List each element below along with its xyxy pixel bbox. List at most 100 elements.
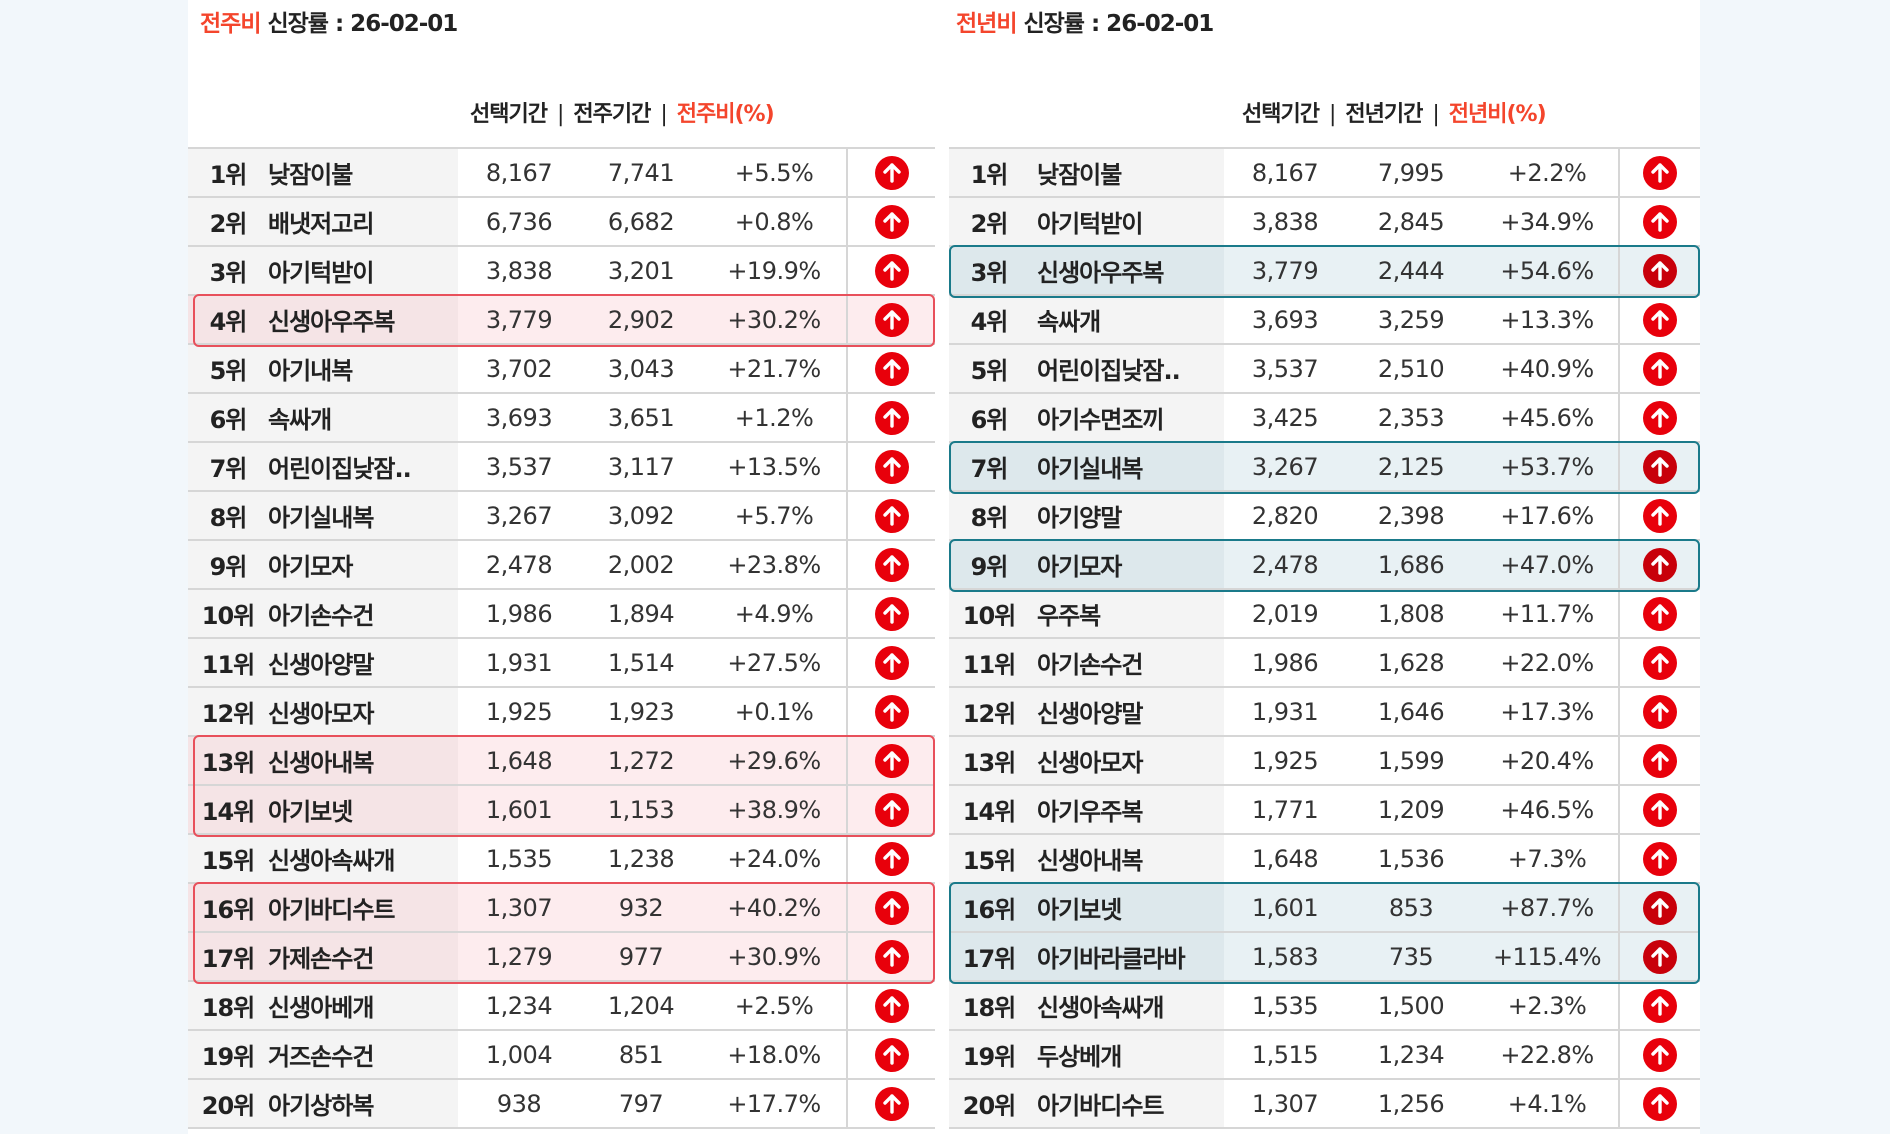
table-row[interactable]: 13위 신생아내복 1,648 1,272 +29.6% [188, 737, 935, 786]
rank-label: 19위 [201, 1043, 255, 1071]
product-cell: 14위 아기우주복 [949, 786, 1224, 833]
rank-label: 1위 [209, 161, 248, 189]
compare-period-value: 735 [1388, 942, 1434, 971]
table-row[interactable]: 6위 속싸개 3,693 3,651 +1.2% [188, 394, 935, 443]
product-cell: 18위 신생아베개 [188, 982, 458, 1029]
growth-ratio-value: +22.0% [1500, 648, 1594, 677]
table-row[interactable]: 2위 아기턱받이 3,838 2,845 +34.9% [949, 198, 1700, 247]
table-row[interactable]: 2위 배냇저고리 6,736 6,682 +0.8% [188, 198, 935, 247]
table-row[interactable]: 18위 신생아속싸개 1,535 1,500 +2.3% [949, 982, 1700, 1031]
table-row[interactable]: 16위 아기보넷 1,601 853 +87.7% [949, 884, 1700, 933]
table-row[interactable]: 3위 아기턱받이 3,838 3,201 +19.9% [188, 247, 935, 296]
yearly-title-text: 신장률 : 26-02-01 [1016, 11, 1214, 37]
growth-ratio-value: +29.6% [727, 746, 821, 775]
selected-period-value: 3,267 [485, 501, 553, 530]
table-row[interactable]: 20위 아기바디수트 1,307 1,256 +4.1% [949, 1080, 1700, 1129]
table-row[interactable]: 8위 아기양말 2,820 2,398 +17.6% [949, 492, 1700, 541]
table-row[interactable]: 15위 신생아내복 1,648 1,536 +7.3% [949, 835, 1700, 884]
selected-period-value: 1,307 [1251, 1089, 1319, 1118]
table-row[interactable]: 8위 아기실내복 3,267 3,092 +5.7% [188, 492, 935, 541]
table-row[interactable]: 1위 낮잠이불 8,167 7,741 +5.5% [188, 149, 935, 198]
table-row[interactable]: 9위 아기모자 2,478 1,686 +47.0% [949, 541, 1700, 590]
selected-period-value: 1,535 [485, 844, 553, 873]
table-row[interactable]: 10위 아기손수건 1,986 1,894 +4.9% [188, 590, 935, 639]
selected-period-value: 1,535 [1251, 991, 1319, 1020]
table-row[interactable]: 14위 아기보넷 1,601 1,153 +38.9% [188, 786, 935, 835]
arrow-up-icon [874, 1037, 909, 1072]
table-row[interactable]: 5위 어린이집낮잠.. 3,537 2,510 +40.9% [949, 345, 1700, 394]
table-row[interactable]: 1위 낮잠이불 8,167 7,995 +2.2% [949, 149, 1700, 198]
rank-label: 19위 [962, 1043, 1016, 1071]
trend-cell [846, 492, 935, 539]
trend-cell [846, 443, 935, 490]
table-row[interactable]: 12위 신생아양말 1,931 1,646 +17.3% [949, 688, 1700, 737]
rank-label: 5위 [209, 357, 248, 385]
product-name: 아기턱받이 [1037, 210, 1143, 238]
trend-cell [1618, 884, 1700, 931]
rank-label: 12위 [201, 700, 255, 728]
trend-cell [846, 1080, 935, 1127]
rank-label: 20위 [201, 1092, 255, 1120]
compare-period-value: 1,599 [1377, 746, 1445, 775]
trend-cell [1618, 296, 1700, 343]
growth-ratio-value: +27.5% [727, 648, 821, 677]
arrow-up-icon [1643, 449, 1677, 484]
table-row[interactable]: 14위 아기우주복 1,771 1,209 +46.5% [949, 786, 1700, 835]
rank-label: 10위 [201, 602, 255, 630]
arrow-up-icon [1643, 841, 1677, 876]
table-row[interactable]: 9위 아기모자 2,478 2,002 +23.8% [188, 541, 935, 590]
table-row[interactable]: 16위 아기바디수트 1,307 932 +40.2% [188, 884, 935, 933]
table-row[interactable]: 4위 신생아우주복 3,779 2,902 +30.2% [188, 296, 935, 345]
arrow-up-icon [874, 841, 909, 876]
table-row[interactable]: 7위 어린이집낮잠.. 3,537 3,117 +13.5% [188, 443, 935, 492]
product-cell: 8위 아기양말 [949, 492, 1224, 539]
product-name: 신생아우주복 [1037, 259, 1164, 287]
compare-period-value: 2,125 [1377, 452, 1445, 481]
table-row[interactable]: 15위 신생아속싸개 1,535 1,238 +24.0% [188, 835, 935, 884]
selected-period-value: 1,931 [485, 648, 553, 677]
product-cell: 2위 배냇저고리 [188, 198, 458, 245]
arrow-up-icon [874, 547, 909, 582]
trend-cell [1618, 1031, 1700, 1078]
product-name: 신생아속싸개 [268, 847, 395, 875]
separator: | [556, 102, 564, 127]
product-name: 속싸개 [1037, 308, 1101, 336]
product-cell: 14위 아기보넷 [188, 786, 458, 833]
selected-period-value: 3,838 [485, 256, 553, 285]
col-selected-period: 선택기간 [470, 102, 548, 127]
selected-period-value: 1,601 [1251, 893, 1319, 922]
selected-period-value: 3,779 [485, 305, 553, 334]
table-row[interactable]: 3위 신생아우주복 3,779 2,444 +54.6% [949, 247, 1700, 296]
arrow-up-icon [1643, 302, 1677, 337]
trend-cell [1618, 933, 1700, 980]
table-row[interactable]: 18위 신생아베개 1,234 1,204 +2.5% [188, 982, 935, 1031]
selected-period-value: 8,167 [1251, 158, 1319, 187]
table-row[interactable]: 7위 아기실내복 3,267 2,125 +53.7% [949, 443, 1700, 492]
arrow-up-icon [874, 743, 909, 778]
table-row[interactable]: 20위 아기상하복 938 797 +17.7% [188, 1080, 935, 1129]
trend-cell [1618, 786, 1700, 833]
table-row[interactable]: 4위 속싸개 3,693 3,259 +13.3% [949, 296, 1700, 345]
trend-cell [846, 1031, 935, 1078]
table-row[interactable]: 6위 아기수면조끼 3,425 2,353 +45.6% [949, 394, 1700, 443]
separator: | [1328, 102, 1336, 127]
table-row[interactable]: 11위 아기손수건 1,986 1,628 +22.0% [949, 639, 1700, 688]
compare-period-value: 3,092 [607, 501, 675, 530]
table-row[interactable]: 17위 가제손수건 1,279 977 +30.9% [188, 933, 935, 982]
table-row[interactable]: 12위 신생아모자 1,925 1,923 +0.1% [188, 688, 935, 737]
table-row[interactable]: 11위 신생아양말 1,931 1,514 +27.5% [188, 639, 935, 688]
table-row[interactable]: 19위 거즈손수건 1,004 851 +18.0% [188, 1031, 935, 1080]
growth-ratio-value: +40.2% [727, 893, 821, 922]
table-row[interactable]: 10위 우주복 2,019 1,808 +11.7% [949, 590, 1700, 639]
product-name: 아기우주복 [1037, 798, 1143, 826]
product-cell: 2위 아기턱받이 [949, 198, 1224, 245]
arrow-up-icon [874, 596, 909, 631]
table-row[interactable]: 17위 아기바라클라바 1,583 735 +115.4% [949, 933, 1700, 982]
trend-cell [846, 247, 935, 294]
table-row[interactable]: 19위 두상베개 1,515 1,234 +22.8% [949, 1031, 1700, 1080]
product-cell: 5위 아기내복 [188, 345, 458, 392]
table-row[interactable]: 13위 신생아모자 1,925 1,599 +20.4% [949, 737, 1700, 786]
compare-period-value: 6,682 [607, 207, 675, 236]
product-cell: 6위 아기수면조끼 [949, 394, 1224, 441]
table-row[interactable]: 5위 아기내복 3,702 3,043 +21.7% [188, 345, 935, 394]
